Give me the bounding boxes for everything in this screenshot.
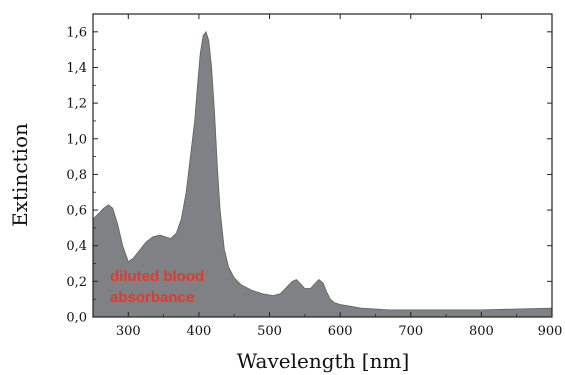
x-tick-label: 400 (187, 324, 212, 339)
y-tick-label: 0,2 (66, 275, 87, 290)
x-tick-label: 800 (469, 324, 494, 339)
y-tick-label: 1,6 (66, 25, 87, 40)
annotation-line-1: diluted blood (110, 268, 204, 285)
plot-border (92, 13, 553, 318)
x-tick-label: 500 (257, 324, 282, 339)
annotation-line-2: absorbance (110, 289, 194, 306)
x-tick-label: 900 (538, 324, 563, 339)
y-tick-label: 1,2 (66, 97, 87, 112)
x-tick-label: 700 (398, 324, 423, 339)
y-tick-label: 0,6 (66, 204, 87, 219)
x-axis-title: Wavelength [nm] (237, 349, 410, 373)
y-tick-label: 1,4 (66, 61, 87, 76)
y-tick-label: 1,0 (66, 132, 87, 147)
plot-frame (92, 13, 553, 318)
y-tick-label: 0,8 (66, 168, 87, 183)
y-axis-title: Extinction (8, 123, 32, 227)
y-tick-label: 0,0 (66, 311, 87, 326)
y-tick-label: 0,4 (66, 239, 87, 254)
y-axis: 0,0 0,2 0,4 0,6 0,8 1,0 1,2 1,4 1,6 (66, 25, 552, 326)
x-tick-label: 300 (116, 324, 141, 339)
x-tick-label: 600 (328, 324, 353, 339)
x-axis: 300 400 500 600 700 800 900 (116, 14, 563, 339)
absorbance-area (92, 30, 553, 318)
